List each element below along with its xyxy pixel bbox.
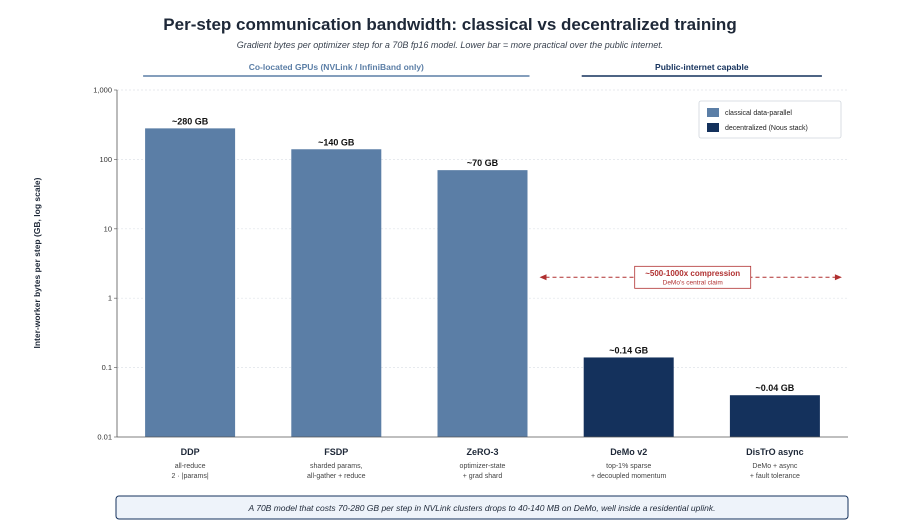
category-sublabel: top-1% sparse [606, 463, 651, 470]
annotation-title: ~500-1000x compression [645, 269, 740, 278]
y-tick-label: 0.1 [102, 363, 112, 372]
group-label: Co-located GPUs (NVLink / InfiniBand onl… [249, 62, 424, 72]
category-sublabel: all-gather + reduce [307, 473, 366, 480]
footnote-text: A 70B model that costs 70-280 GB per ste… [248, 503, 716, 513]
category-label: FSDP [324, 447, 348, 457]
legend-label: classical data-parallel [725, 110, 792, 117]
bar-value-label: ~70 GB [467, 158, 499, 168]
bar-distro-async [729, 395, 820, 437]
legend-label: decentralized (Nous stack) [725, 125, 808, 132]
legend-swatch [707, 108, 719, 117]
category-sublabel: + fault tolerance [750, 473, 800, 480]
category-sublabel: sharded params, [310, 463, 363, 470]
y-axis-ticks: 0.01 0.1 1 10 100 1,000 [93, 86, 117, 442]
footnote-box: A 70B model that costs 70-280 GB per ste… [115, 495, 849, 520]
category-sublabel: DeMo + async [752, 463, 797, 470]
y-tick-label: 1 [108, 294, 112, 303]
axes [116, 90, 848, 438]
category-label: DisTrO async [746, 447, 804, 457]
category-sublabel: optimizer-state [460, 463, 506, 470]
bar-value-label: ~0.04 GB [756, 383, 795, 393]
category-label: DDP [181, 447, 200, 457]
category-label: ZeRO-3 [466, 447, 498, 457]
legend-box [698, 100, 842, 139]
y-tick-label: 1,000 [93, 86, 112, 95]
bar-ddp [145, 128, 236, 437]
bar-value-label: ~140 GB [318, 137, 355, 147]
chart-title: Per-step communication bandwidth: classi… [163, 15, 736, 34]
chart-subtitle: Gradient bytes per optimizer step for a … [237, 40, 663, 50]
x-axis-labels: DDP all-reduce 2 · |params| FSDP sharded par… [172, 447, 804, 480]
annotation-box [634, 265, 752, 289]
arrow-head-right [834, 274, 842, 281]
bar-zero-3 [437, 170, 528, 437]
category-label: DeMo v2 [610, 447, 647, 457]
arrow-head-left [539, 274, 547, 281]
category-sublabel: + grad shard [463, 473, 503, 480]
bar-demo-v2 [583, 357, 674, 437]
category-sublabel: all-reduce [175, 463, 206, 470]
y-tick-label: 10 [104, 224, 112, 233]
y-tick-label: 100 [99, 155, 112, 164]
legend: classical data-parallel decentralized (No… [698, 100, 842, 139]
annotation-subtitle: DeMo's central claim [663, 279, 723, 286]
y-tick-label: 0.01 [97, 433, 112, 442]
bar-fsdp [291, 149, 382, 437]
category-sublabel: + decoupled momentum [591, 473, 666, 480]
y-axis-label: Inter-worker bytes per step (GB, log sca… [32, 177, 42, 348]
category-sublabel: 2 · |params| [172, 473, 209, 480]
bar-value-label: ~280 GB [172, 116, 209, 126]
group-label: Public-internet capable [655, 62, 749, 72]
bars: ~280 GB ~140 GB ~70 GB ~0.14 GB ~0.04 GB [145, 116, 820, 437]
bar-value-label: ~0.14 GB [609, 345, 648, 355]
group-headers: Co-located GPUs (NVLink / InfiniBand onl… [143, 62, 822, 77]
legend-swatch [707, 123, 719, 132]
